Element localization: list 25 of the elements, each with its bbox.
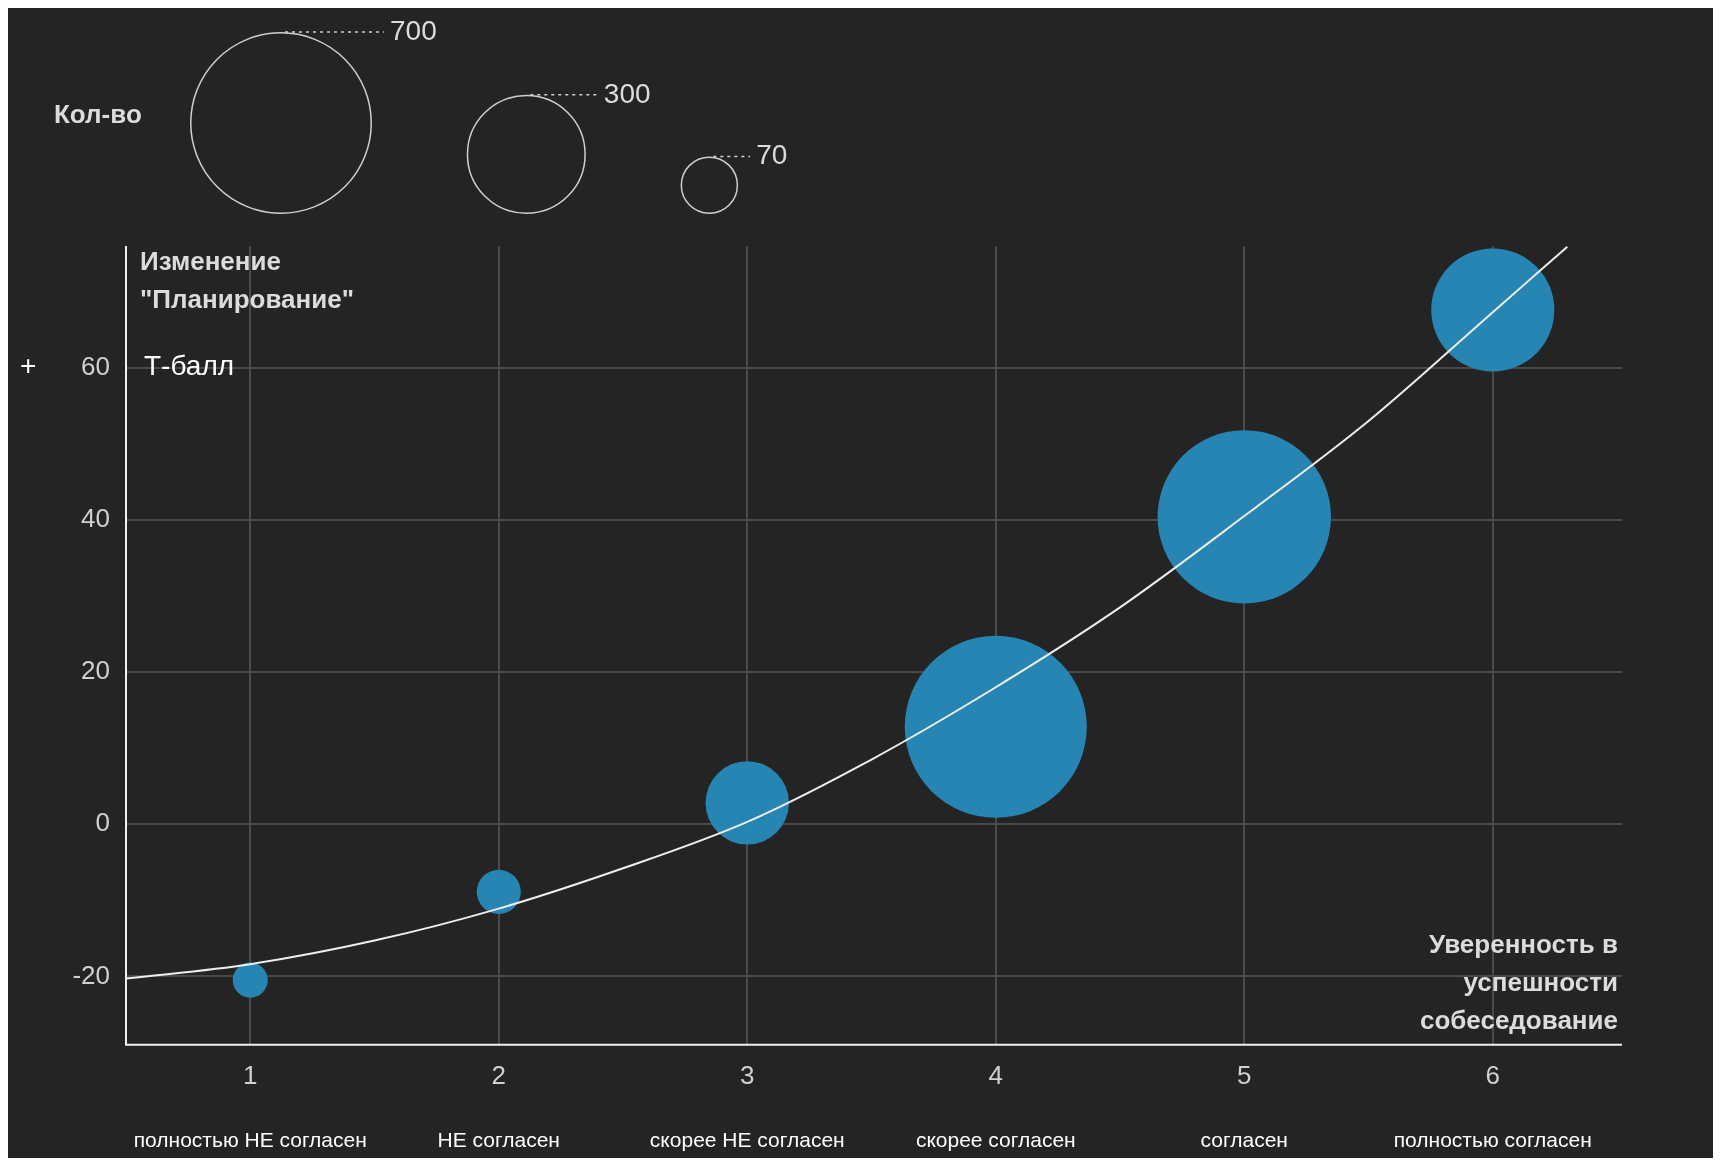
y-tick-label: -20 [72,959,110,990]
legend-label: 700 [390,14,437,46]
y-tick-label: 20 [81,655,110,686]
x-axis-title: Уверенность в успешности собеседование [1419,928,1618,1035]
x-tick-label: 3 [740,1059,755,1090]
x-tick-label: 2 [491,1059,506,1090]
y-axis-title: Изменение "Планирование" [140,246,355,315]
x-tick-label: 1 [243,1059,258,1090]
y-tick-label: 40 [81,503,110,534]
annotation: Т-балл [144,350,235,382]
text: скорее согласен [915,1128,1076,1152]
x-tick-label: 5 [1237,1059,1252,1090]
x-tick-label: 4 [988,1059,1003,1090]
legend-label: 300 [603,77,651,109]
text: согласен [1200,1128,1288,1152]
text: НЕ согласен [437,1128,560,1152]
text: + [20,350,37,382]
x-tick-label: 6 [1485,1059,1501,1090]
text: полностью НЕ согласен [133,1128,367,1152]
legend-label: 70 [756,139,788,171]
text: скорее НЕ согласен [649,1128,845,1152]
text: полностью согласен [1393,1128,1592,1152]
y-tick-label: 60 [81,350,110,381]
legend-title: Кол-во [54,99,142,130]
y-tick-label: 0 [95,807,110,838]
